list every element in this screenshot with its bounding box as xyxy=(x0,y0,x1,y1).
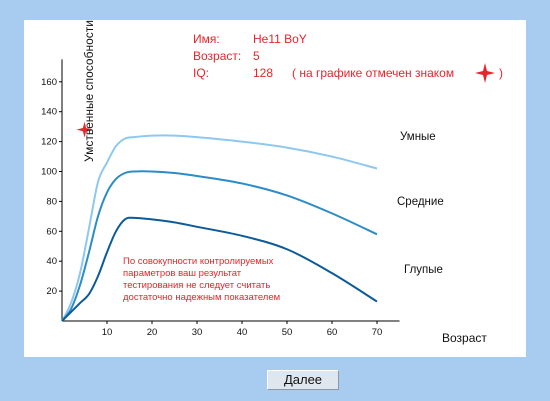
series-label-smart: Умные xyxy=(400,131,436,143)
y-tick-label: 140 xyxy=(41,107,57,118)
x-tick-label: 70 xyxy=(372,327,383,338)
x-tick-label: 60 xyxy=(327,327,338,338)
age-label: Возраст: xyxy=(193,49,242,63)
x-tick-label: 40 xyxy=(237,327,248,338)
star-marker-icon xyxy=(475,63,495,83)
x-tick-label: 30 xyxy=(192,327,203,338)
iq-label: IQ: xyxy=(193,66,210,80)
series-label-average: Средние xyxy=(397,196,444,208)
chart-panel: 20 40 60 80 100 120 140 160 10 20 30 40 50 60 70 Имя: … xyxy=(24,20,526,357)
user-result-marker xyxy=(76,121,93,138)
next-button[interactable]: Далее xyxy=(267,370,339,390)
x-axis-label: Возраст xyxy=(442,331,487,345)
series-label-dumb: Глупые xyxy=(404,264,443,276)
y-tick-label: 20 xyxy=(46,286,57,297)
iq-value: 128 xyxy=(253,66,274,80)
y-tick-label: 80 xyxy=(46,196,57,207)
x-tick-label: 20 xyxy=(147,327,158,338)
reliability-note: По совокупности контролируемых параметро… xyxy=(123,256,281,303)
iq-chart: 20 40 60 80 100 120 140 160 10 20 30 40 50 60 70 xyxy=(41,59,400,338)
y-tick-label: 60 xyxy=(46,226,57,237)
series-line-0 xyxy=(61,134,378,322)
name-label: Имя: xyxy=(193,32,220,46)
series-line-2 xyxy=(61,216,378,322)
series-line-1 xyxy=(61,170,378,322)
y-tick-label: 100 xyxy=(41,167,57,178)
iq-note-close: ) xyxy=(499,66,503,80)
y-tick-label: 120 xyxy=(41,137,57,148)
x-tick-label: 10 xyxy=(102,327,113,338)
iq-note-open: ( на графике отмечен знаком xyxy=(292,66,455,80)
y-axis-label: Умственные способности xyxy=(82,20,96,162)
x-tick-label: 50 xyxy=(282,327,293,338)
y-tick-label: 40 xyxy=(46,256,57,267)
name-value: He11 BoY xyxy=(253,32,307,46)
age-value: 5 xyxy=(253,49,260,63)
y-tick-label: 160 xyxy=(41,77,57,88)
